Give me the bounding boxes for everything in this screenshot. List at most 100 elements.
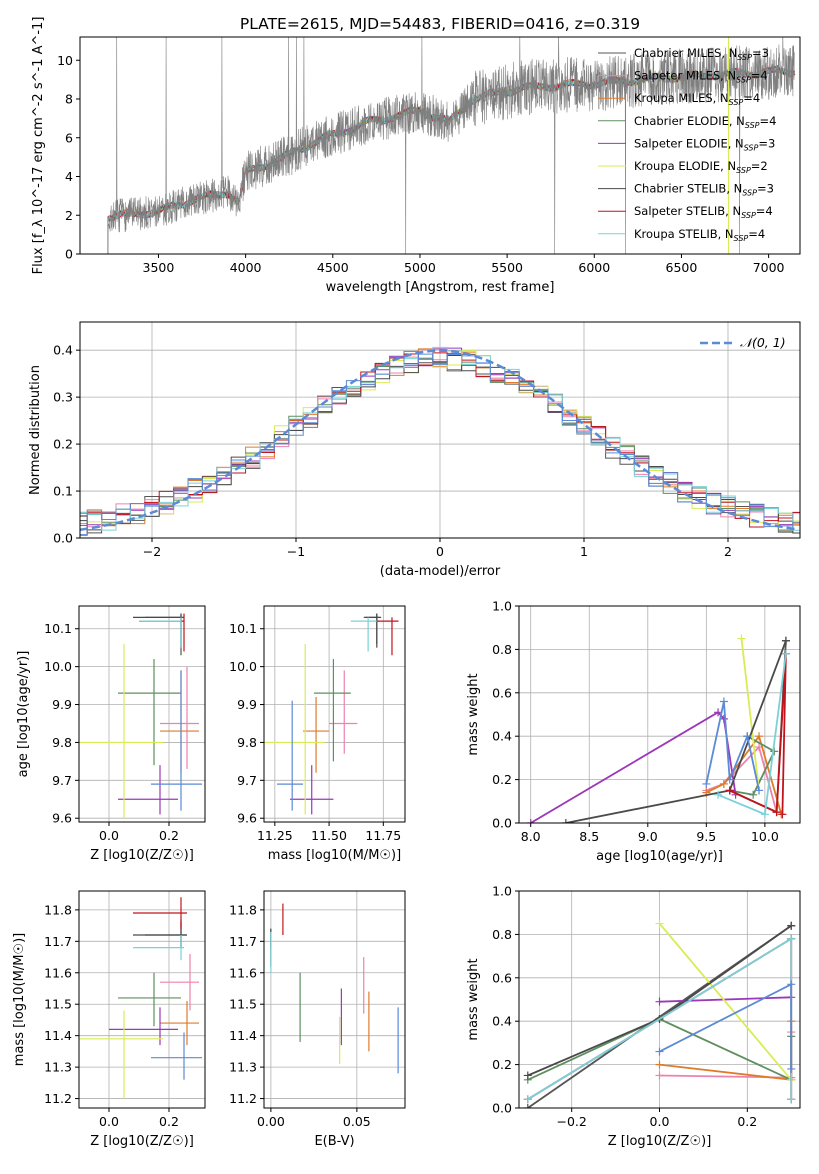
weight-series (725, 649, 790, 819)
grid (264, 891, 405, 1108)
tick-label-x: 5500 (491, 260, 523, 275)
errorbar-point (118, 765, 178, 815)
x-axis-label: Z [log10(Z/Z☉)] (608, 1134, 712, 1149)
ticks: 8.0 8.5 9.0 9.5 10.0 0.0 0.2 0.4 0.6 0.8 1.0 (492, 599, 779, 845)
tick-label-y: 9.9 (237, 697, 257, 712)
tick-label-y: 0.4 (492, 1014, 512, 1029)
tick-label-x: 9.5 (696, 829, 716, 844)
legend-label: Salpeter STELIB, NSSP=4 (634, 204, 773, 220)
tick-label-x: −0.2 (557, 1114, 587, 1129)
tick-label-y: 2 (65, 208, 73, 223)
tick-label-y: 9.9 (52, 697, 72, 712)
tick-label-y: 11.5 (229, 997, 257, 1012)
plot-area (523, 919, 796, 1108)
axes-frame (518, 605, 801, 824)
tick-label-y: 9.7 (237, 773, 257, 788)
legend: 𝒩(0, 1) (700, 335, 786, 350)
axes-frame (263, 890, 406, 1109)
series-marker (725, 775, 734, 784)
series-marker (787, 1064, 796, 1073)
errorbar-point (109, 1007, 178, 1046)
series-marker (719, 714, 728, 723)
errorbar-point (133, 919, 187, 948)
errorbar-point (118, 659, 181, 766)
legend-label: 𝒩(0, 1) (740, 335, 786, 350)
x-axis-label: Z [log10(Z/Z☉)] (90, 848, 194, 863)
tick-label-y: 11.2 (229, 1091, 257, 1106)
tick-label-y: 4 (65, 169, 73, 184)
ticks: 3500 4000 4500 5000 5500 6000 6500 7000 0 2 4 6 8 10 (57, 53, 784, 275)
errorbar-point (313, 659, 351, 762)
tick-label-y: 11.7 (229, 934, 257, 949)
series-marker (719, 779, 728, 788)
tick-label-x: 0.2 (159, 828, 179, 843)
errorbar-point (160, 1001, 199, 1046)
series-line (705, 745, 778, 813)
ticks: −2 −1 0 1 2 0.0 0.1 0.2 0.3 0.4 (53, 343, 732, 559)
tick-label-y: 11.4 (44, 1028, 72, 1043)
tick-label-y: 9.8 (52, 735, 72, 750)
tick-label-x: 0 (436, 544, 444, 559)
series-marker (523, 1071, 532, 1080)
errorbar-point (363, 613, 382, 648)
tick-label-y: 8 (65, 92, 73, 107)
tick-label-y: 10.1 (229, 621, 257, 636)
tick-label-x: 1 (580, 544, 588, 559)
tick-label-x: 5000 (404, 260, 436, 275)
weight-series (714, 649, 790, 819)
normal-curve (80, 349, 798, 532)
legend-label: Chabrier STELIB, NSSP=3 (634, 182, 774, 198)
series-marker (781, 649, 790, 658)
tick-label-x: 0.05 (343, 1114, 371, 1129)
axes-frame (79, 36, 801, 255)
tick-label-y: 0.1 (53, 484, 73, 499)
tick-label-y: 0.8 (492, 642, 512, 657)
weight-series (561, 636, 790, 823)
y-axis-label: Normed distribution (28, 365, 43, 495)
series-marker (749, 790, 758, 799)
chart-spectrum: Chabrier MILES, NSSP=3 Salpeter MILES, NS… (31, 17, 801, 295)
tick-label-y: 11.2 (44, 1091, 72, 1106)
errorbar-point (160, 953, 199, 1011)
tick-label-y: 11.3 (44, 1060, 72, 1075)
tick-label-x: 0.2 (737, 1114, 757, 1129)
x-axis-label: Z [log10(Z/Z☉)] (90, 1134, 194, 1149)
chart-weight_vs_Z: −0.2 0.0 0.2 0.0 0.2 0.4 0.6 0.8 1.0 Z [log10(Z/Z… (466, 884, 801, 1149)
y-axis-label: age [log10(age/yr)] (16, 651, 31, 778)
series-marker (781, 636, 790, 645)
legend-label: Chabrier MILES, NSSP=3 (634, 46, 769, 62)
legend: Chabrier MILES, NSSP=3 Salpeter MILES, NS… (598, 46, 776, 243)
series-marker (755, 786, 764, 795)
tick-label-y: 6 (65, 130, 73, 145)
tick-label-x: −1 (287, 544, 305, 559)
tick-label-y: 11.3 (229, 1060, 257, 1075)
errorbar-point (151, 670, 202, 811)
plot-area (264, 613, 399, 815)
weight-series (702, 697, 764, 795)
x-axis-label: age [log10(age/yr)] (596, 849, 723, 864)
axes-frame (78, 605, 206, 823)
tick-label-x: 0.0 (650, 1114, 670, 1129)
tick-label-y: 0.2 (492, 772, 512, 787)
y-axis-label: mass weight (466, 958, 481, 1040)
tick-label-y: 0.2 (492, 1057, 512, 1072)
tick-label-x: 7000 (753, 260, 785, 275)
errorbar-point (118, 972, 181, 1027)
errorbar-point (160, 670, 199, 773)
series-marker (526, 819, 535, 823)
legend-label: Salpeter ELODIE, NSSP=3 (634, 136, 775, 152)
series-marker (755, 732, 764, 741)
series-marker (760, 810, 769, 819)
chart-mass_vs_Z: 0.0 0.2 11.2 11.3 11.4 11.5 11.6 11.7 11.8 Z [log… (12, 890, 206, 1149)
errorbar-point (151, 1032, 202, 1080)
errorbar-point (264, 643, 325, 815)
weight-series (655, 993, 796, 1006)
y-axis-label: mass weight (466, 673, 481, 755)
series-marker (719, 697, 728, 706)
errorbar-point (160, 666, 199, 769)
tick-label-y: 1.0 (492, 884, 512, 899)
ticks: 0.00 0.05 11.2 11.3 11.4 11.5 11.6 11.7 11.8 (229, 902, 371, 1129)
series-marker (787, 1095, 796, 1104)
series-marker (655, 1047, 664, 1056)
